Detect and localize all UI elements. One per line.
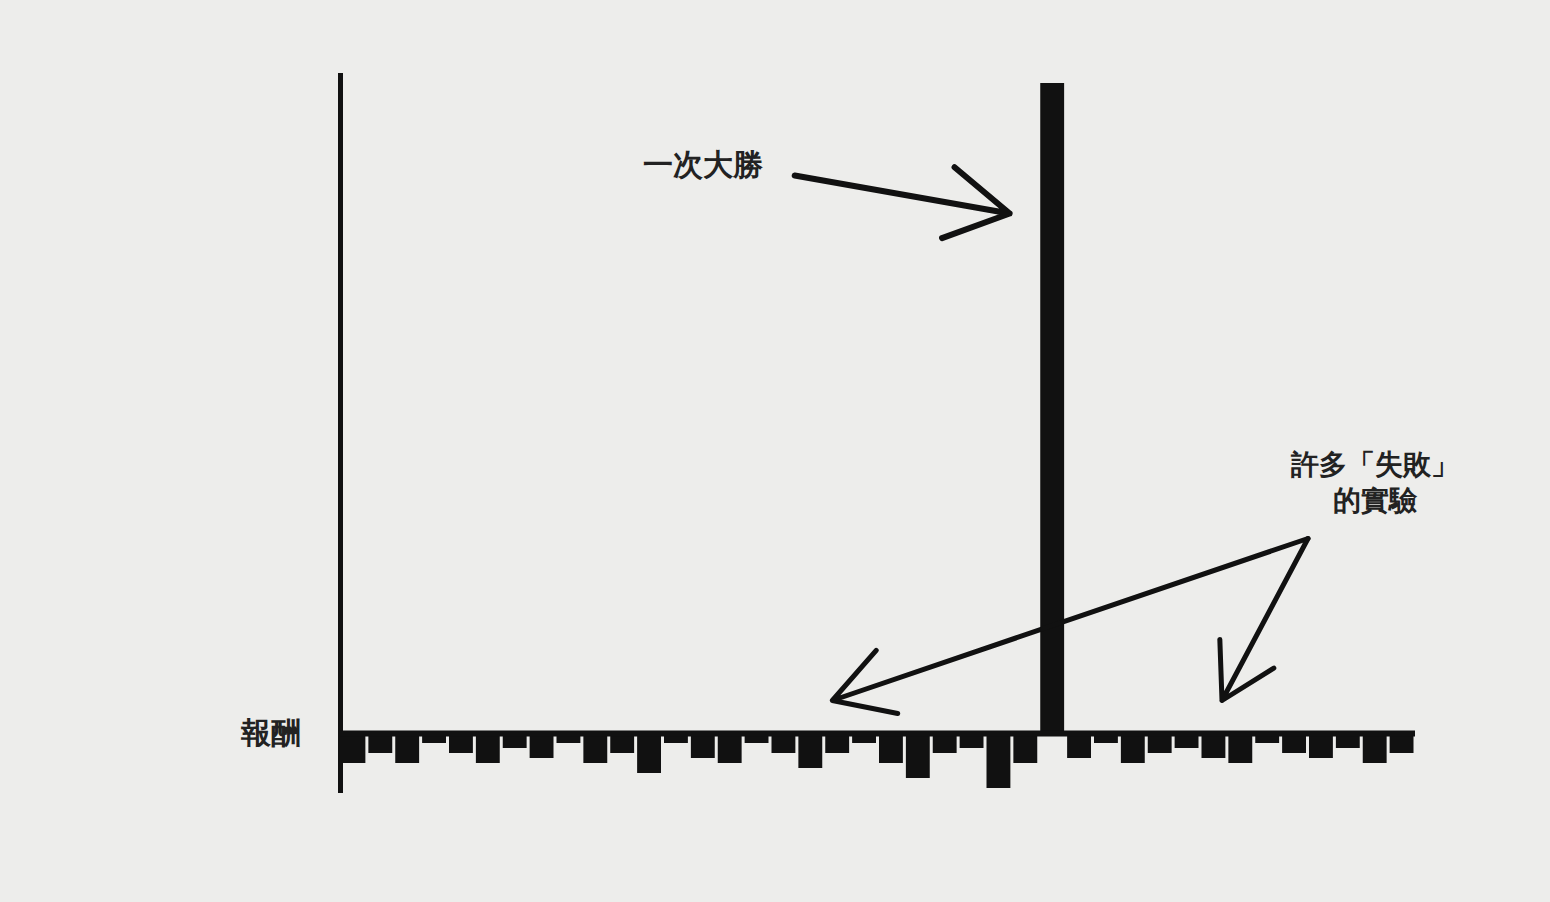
svg-text:一次大勝: 一次大勝 <box>643 147 763 182</box>
svg-text:報酬: 報酬 <box>241 715 301 750</box>
svg-text:許多「失敗」的實驗: 許多「失敗」的實驗 <box>1290 448 1459 517</box>
